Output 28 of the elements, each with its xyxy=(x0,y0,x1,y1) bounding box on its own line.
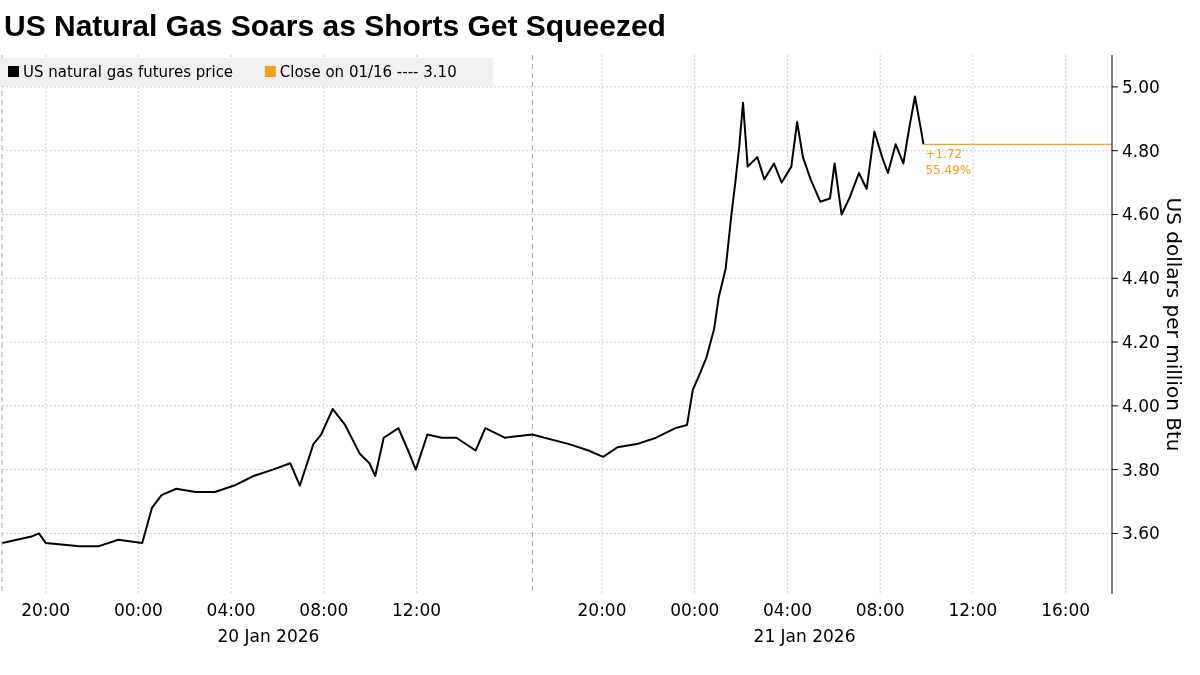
x-tick-label: 20:00 xyxy=(577,600,627,620)
annotation: +1.72 xyxy=(925,147,963,162)
x-tick-label: 16:00 xyxy=(1041,600,1091,620)
chart-title: US Natural Gas Soars as Shorts Get Squeezed xyxy=(4,9,666,42)
x-tick-label: 04:00 xyxy=(206,600,256,620)
y-axis-title: US dollars per million Btu xyxy=(1162,197,1186,452)
x-tick-label: 12:00 xyxy=(948,600,998,620)
y-tick-label: 3.80 xyxy=(1122,459,1160,480)
y-tick-label: 4.20 xyxy=(1122,331,1160,352)
x-tick-label: 08:00 xyxy=(299,600,349,620)
x-tick-label: 12:00 xyxy=(392,600,442,620)
annotation: 55.49% xyxy=(925,163,972,178)
y-tick-label: 4.80 xyxy=(1122,140,1160,161)
text: 20 Jan 2026 xyxy=(217,626,320,646)
y-tick-label: 5.00 xyxy=(1122,76,1160,97)
legend-label: US natural gas futures price xyxy=(23,63,234,81)
text: 21 Jan 2026 xyxy=(753,626,856,646)
x-tick-label: 00:00 xyxy=(113,600,163,620)
y-tick-label: 4.00 xyxy=(1122,395,1160,416)
x-tick-label: 08:00 xyxy=(855,600,905,620)
y-tick-label: 3.60 xyxy=(1122,523,1160,544)
y-tick-label: 4.40 xyxy=(1122,268,1160,289)
x-tick-label: 04:00 xyxy=(762,600,812,620)
legend-label: Close on 01/16 ---- 3.10 xyxy=(279,63,457,81)
y-tick-label: 4.60 xyxy=(1122,204,1160,225)
x-tick-label: 20:00 xyxy=(21,600,71,620)
line-series xyxy=(1,95,925,548)
x-tick-label: 00:00 xyxy=(670,600,720,620)
